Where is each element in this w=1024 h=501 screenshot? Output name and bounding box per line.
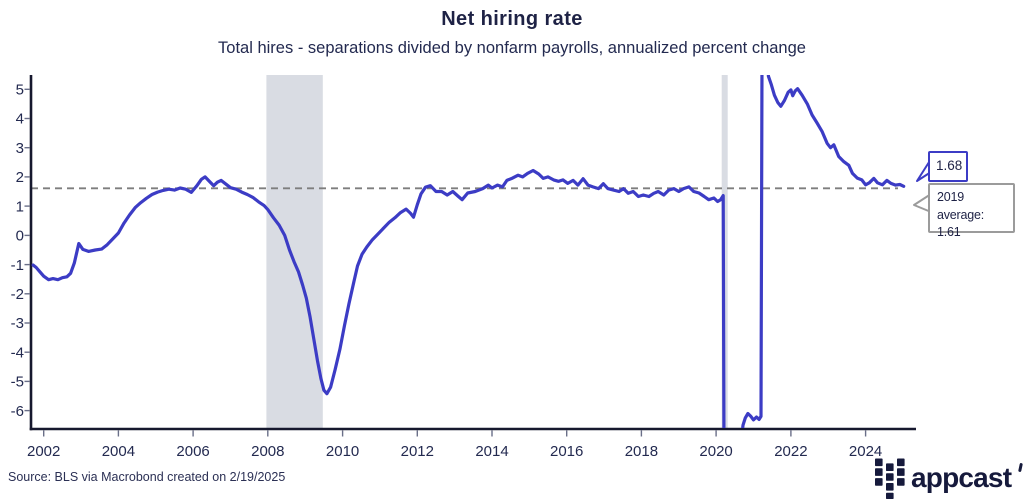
average-callout-line1: 2019 average: — [937, 190, 985, 222]
svg-text:2024: 2024 — [849, 443, 882, 460]
svg-text:2004: 2004 — [102, 443, 135, 460]
appcast-wordmark: appcast — [911, 462, 1012, 493]
appcast-logo: appcast — [875, 457, 1024, 499]
svg-text:-5: -5 — [11, 374, 24, 391]
source-note: Source: BLS via Macrobond created on 2/1… — [8, 470, 286, 484]
svg-text:-3: -3 — [11, 315, 24, 332]
svg-text:2016: 2016 — [550, 443, 583, 460]
svg-text:2: 2 — [16, 169, 24, 186]
svg-text:-6: -6 — [11, 403, 24, 420]
svg-text:5: 5 — [16, 82, 24, 99]
svg-text:1: 1 — [16, 198, 24, 215]
svg-text:0: 0 — [16, 228, 24, 245]
svg-text:2002: 2002 — [27, 443, 60, 460]
svg-text:2006: 2006 — [176, 443, 209, 460]
svg-text:2012: 2012 — [401, 443, 434, 460]
svg-text:-1: -1 — [11, 257, 24, 274]
chart-title: Net hiring rate — [441, 8, 583, 30]
svg-text:2010: 2010 — [326, 443, 359, 460]
average-callout-line2: 1.61 — [937, 225, 961, 239]
svg-text:-4: -4 — [11, 344, 24, 361]
svg-text:2018: 2018 — [625, 443, 658, 460]
svg-text:3: 3 — [16, 140, 24, 157]
svg-text:2022: 2022 — [774, 443, 807, 460]
latest-value-label: 1.68 — [936, 158, 963, 174]
latest-value-callout: 1.68 — [928, 151, 968, 182]
svg-text:2008: 2008 — [251, 443, 284, 460]
svg-text:2014: 2014 — [475, 443, 508, 460]
chart-subtitle: Total hires - separations divided by non… — [218, 39, 806, 57]
average-value-callout: 2019 average: 1.61 — [928, 183, 1015, 239]
svg-text:4: 4 — [16, 111, 24, 128]
svg-text:2020: 2020 — [699, 443, 732, 460]
appcast-grid-logo-icon — [875, 458, 905, 499]
svg-text:-2: -2 — [11, 286, 24, 303]
